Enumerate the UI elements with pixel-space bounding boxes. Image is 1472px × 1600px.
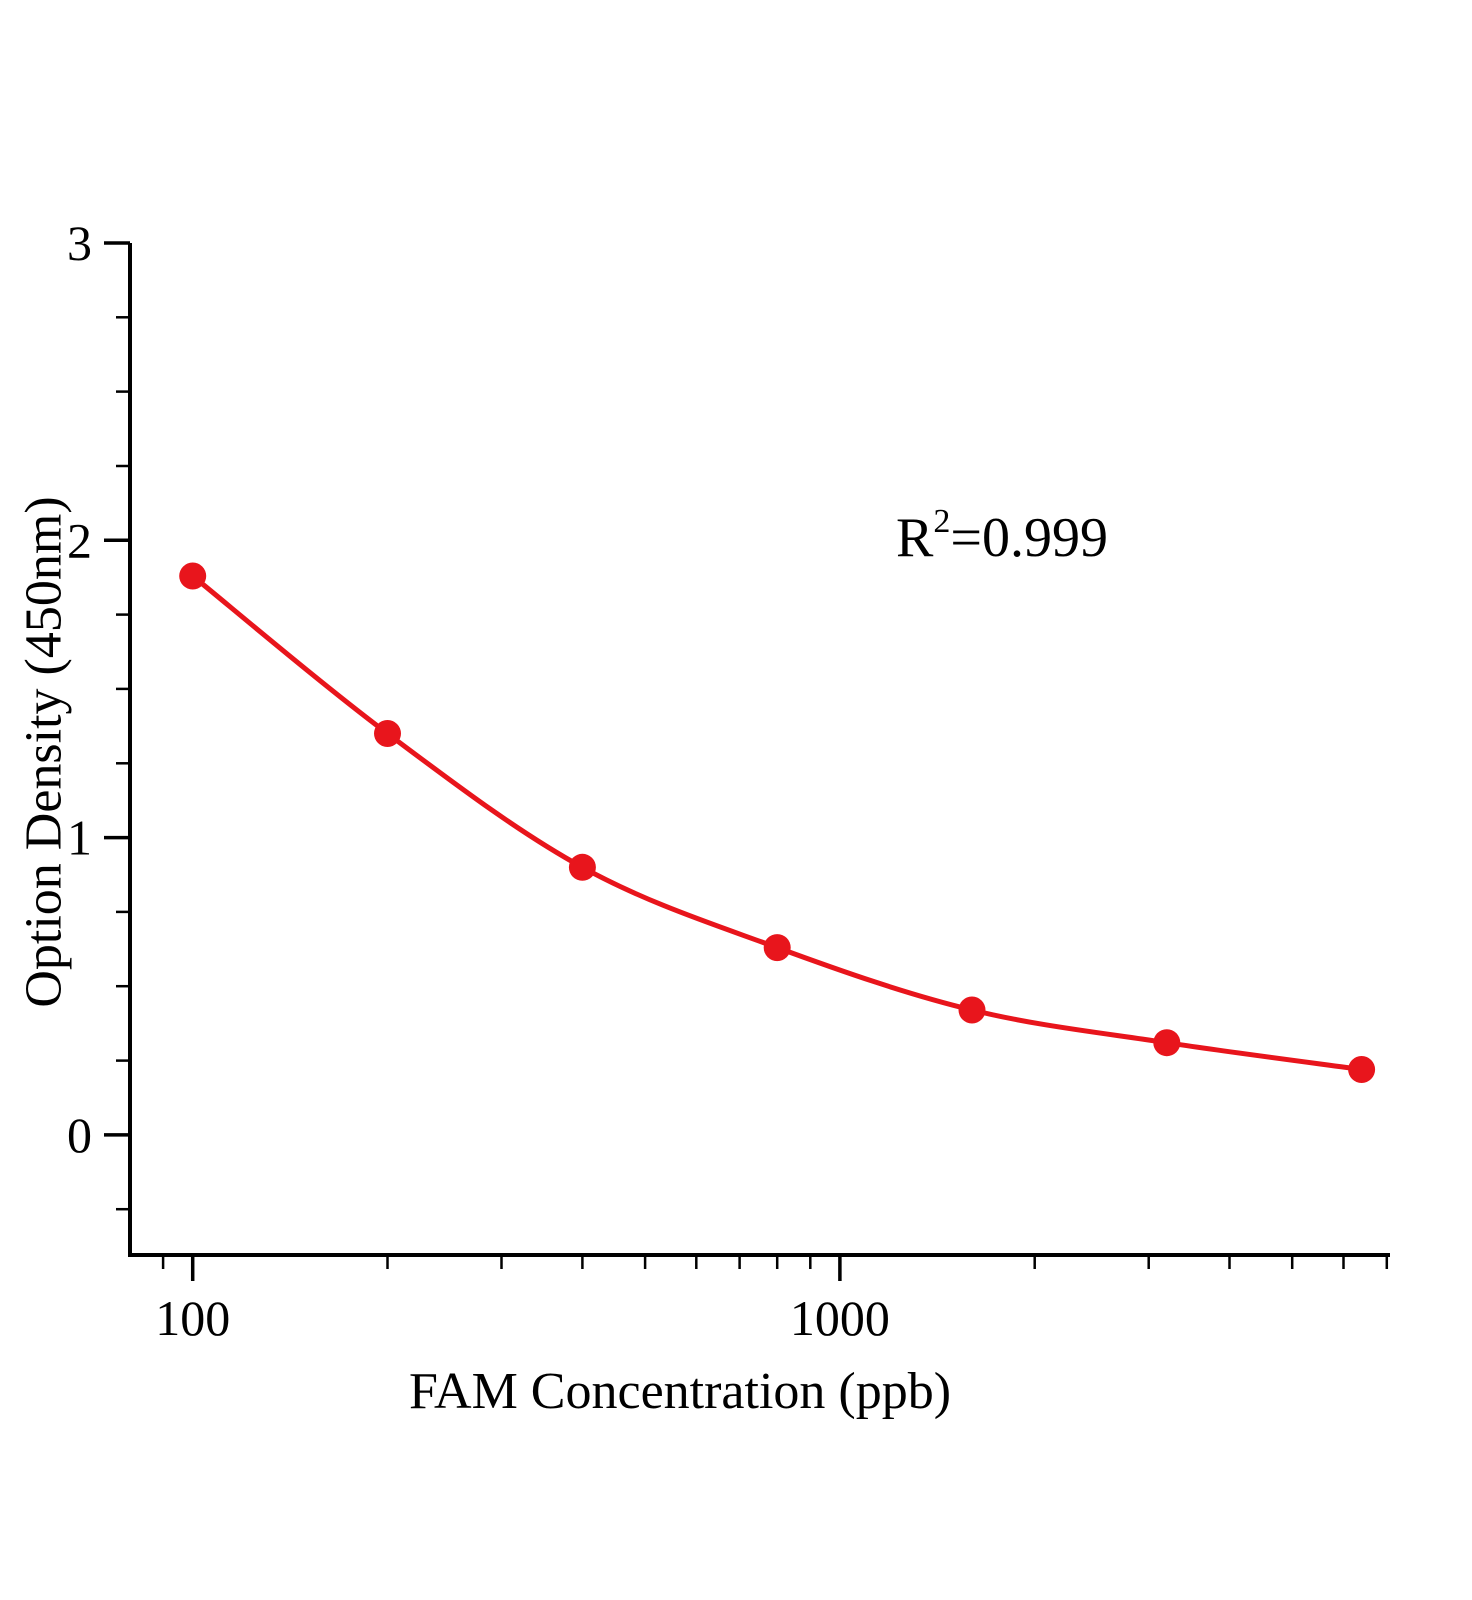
- x-tick-label: 100: [155, 1290, 230, 1346]
- r-squared-base: R: [896, 507, 934, 569]
- y-tick-label: 0: [67, 1107, 92, 1163]
- r-squared-value: =0.999: [950, 507, 1108, 569]
- y-axis-title: Option Density (450nm): [15, 496, 73, 1008]
- x-axis-title: FAM Concentration (ppb): [408, 1363, 952, 1420]
- axis-spines: [128, 243, 1390, 1257]
- data-point: [763, 934, 791, 962]
- r-squared-exponent: 2: [933, 503, 951, 541]
- data-point: [179, 562, 207, 590]
- data-point: [374, 720, 401, 747]
- data-point: [1153, 1029, 1181, 1057]
- x-tick-label: 1000: [790, 1290, 890, 1346]
- data-point: [1348, 1056, 1376, 1083]
- y-tick-label: 1: [67, 810, 92, 866]
- r-squared-annotation: R2=0.999: [896, 503, 1108, 570]
- fit-curve: [190, 573, 1365, 1072]
- data-point: [958, 996, 986, 1024]
- y-tick-label: 3: [67, 215, 92, 271]
- data-point: [568, 853, 596, 881]
- y-tick-label: 2: [67, 512, 92, 568]
